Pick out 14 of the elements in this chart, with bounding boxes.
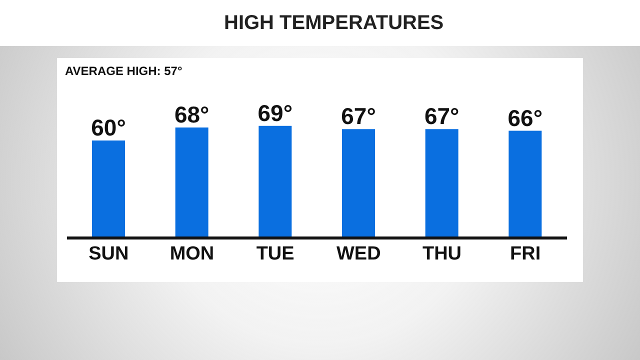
chart-title: HIGH TEMPERATURES [224,12,444,35]
x-tick-label: TUE [256,243,294,264]
x-tick-label: THU [422,243,462,264]
data-label: 66° [508,104,543,131]
text: AVERAGE HIGH: 57° [65,64,182,78]
x-tick-label: WED [336,243,381,264]
x-tick-label: FRI [510,243,541,264]
x-tick-label: SUN [88,243,129,264]
x-tick-label: MON [170,243,214,264]
data-label: 67° [424,103,460,130]
data-label: 69° [258,100,293,126]
data-label: 68° [174,102,210,128]
data-label: 60° [91,114,126,140]
data-label: 67° [341,103,376,130]
